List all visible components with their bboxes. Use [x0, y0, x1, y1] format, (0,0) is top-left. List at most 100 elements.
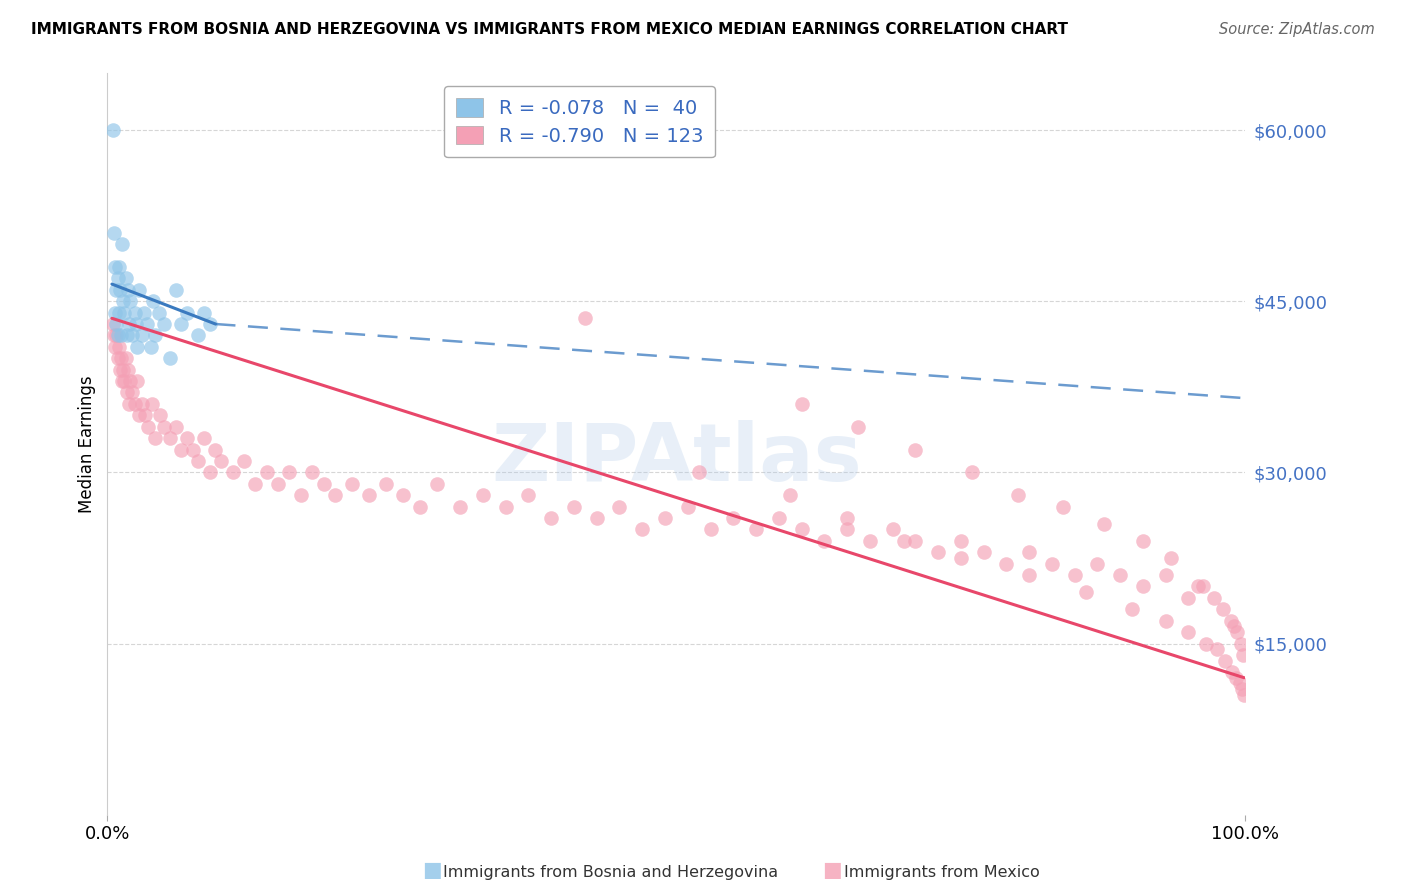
Point: [290, 488, 312, 502]
Point: [301, 466, 323, 480]
Point: [688, 466, 710, 480]
Text: Immigrants from Mexico: Immigrants from Mexico: [844, 865, 1039, 880]
Point: [779, 488, 801, 502]
Point: [1109, 568, 1132, 582]
Point: [813, 533, 835, 548]
Point: [117, 362, 139, 376]
Point: [120, 374, 142, 388]
Point: [1229, 676, 1251, 690]
Point: [375, 476, 398, 491]
Point: [124, 305, 146, 319]
Point: [121, 385, 143, 400]
Point: [209, 454, 232, 468]
Point: [193, 305, 215, 319]
Point: [124, 397, 146, 411]
Point: [112, 362, 135, 376]
Point: [1220, 665, 1243, 679]
Point: [1132, 579, 1154, 593]
Point: [125, 374, 148, 388]
Text: ■: ■: [422, 861, 441, 880]
Point: [574, 311, 596, 326]
Point: [117, 283, 139, 297]
Point: [1154, 614, 1177, 628]
Point: [1213, 654, 1236, 668]
Point: [245, 476, 267, 491]
Point: [165, 419, 187, 434]
Point: [103, 226, 125, 240]
Point: [187, 328, 209, 343]
Point: [1192, 579, 1215, 593]
Point: [1018, 545, 1040, 559]
Point: [107, 260, 129, 274]
Point: [221, 466, 243, 480]
Point: [1052, 500, 1074, 514]
Point: [409, 500, 432, 514]
Point: [136, 317, 159, 331]
Point: [149, 409, 172, 423]
Point: [449, 500, 471, 514]
Point: [1087, 557, 1109, 571]
Point: [176, 305, 198, 319]
Point: [107, 328, 129, 343]
Point: [995, 557, 1018, 571]
Text: ZIPAtlas: ZIPAtlas: [491, 419, 862, 498]
Point: [848, 419, 870, 434]
Point: [187, 454, 209, 468]
Point: [676, 500, 699, 514]
Point: [107, 271, 129, 285]
Point: [121, 328, 143, 343]
Point: [138, 419, 160, 434]
Point: [141, 397, 163, 411]
Point: [609, 500, 631, 514]
Point: [104, 340, 127, 354]
Point: [1154, 568, 1177, 582]
Point: [1177, 625, 1199, 640]
Point: [1206, 642, 1229, 657]
Point: [170, 442, 193, 457]
Point: [392, 488, 415, 502]
Point: [340, 476, 363, 491]
Point: [973, 545, 995, 559]
Point: [723, 511, 745, 525]
Point: [153, 419, 176, 434]
Point: [654, 511, 676, 525]
Point: [927, 545, 949, 559]
Legend: R = -0.078   N =  40, R = -0.790   N = 123: R = -0.078 N = 40, R = -0.790 N = 123: [444, 87, 716, 157]
Point: [108, 283, 131, 297]
Point: [132, 305, 155, 319]
Point: [835, 511, 858, 525]
Point: [768, 511, 790, 525]
Point: [1187, 579, 1209, 593]
Point: [114, 351, 136, 366]
Point: [1232, 648, 1254, 662]
Point: [904, 533, 927, 548]
Point: [110, 328, 132, 343]
Point: [204, 442, 226, 457]
Point: [1092, 516, 1115, 531]
Point: [125, 317, 148, 331]
Point: [170, 317, 193, 331]
Point: [104, 260, 127, 274]
Point: [540, 511, 562, 525]
Point: [1160, 550, 1182, 565]
Point: [1177, 591, 1199, 605]
Point: [323, 488, 346, 502]
Point: [101, 123, 124, 137]
Point: [112, 294, 135, 309]
Point: [110, 351, 132, 366]
Point: [1063, 568, 1085, 582]
Point: [631, 523, 654, 537]
Y-axis label: Median Earnings: Median Earnings: [79, 375, 96, 513]
Text: Immigrants from Bosnia and Herzegovina: Immigrants from Bosnia and Herzegovina: [443, 865, 778, 880]
Point: [114, 271, 136, 285]
Point: [114, 374, 136, 388]
Point: [165, 283, 187, 297]
Point: [107, 340, 129, 354]
Point: [256, 466, 278, 480]
Point: [426, 476, 449, 491]
Point: [193, 431, 215, 445]
Point: [962, 466, 984, 480]
Point: [105, 283, 128, 297]
Point: [104, 305, 127, 319]
Point: [1225, 671, 1247, 685]
